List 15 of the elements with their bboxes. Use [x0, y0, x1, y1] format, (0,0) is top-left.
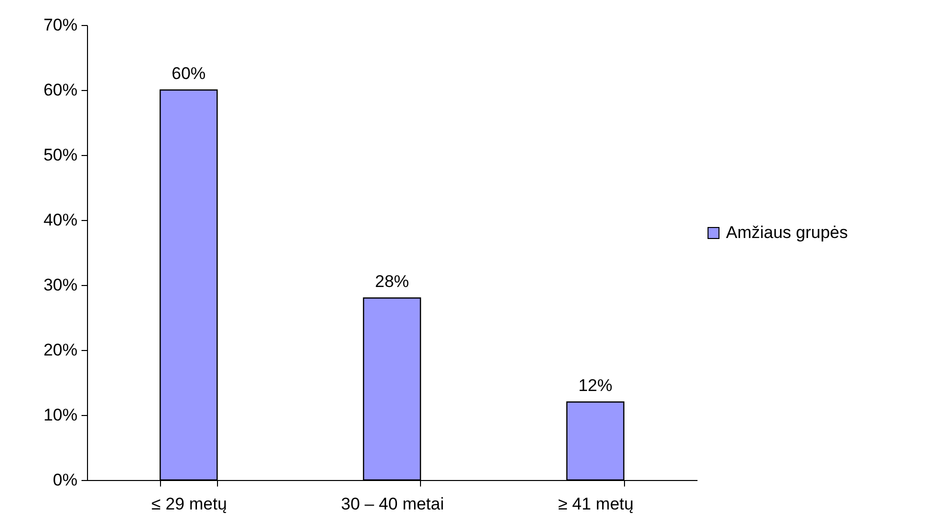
y-tick-label: 10% — [43, 406, 78, 424]
x-tick-label: ≥ 41 metų — [558, 494, 634, 514]
data-label: 60% — [172, 64, 206, 83]
legend-label: Amžiaus grupės — [726, 223, 848, 242]
y-tick-label: 0% — [52, 470, 78, 490]
y-tick-label: 60% — [43, 80, 78, 100]
data-label: 28% — [374, 272, 410, 291]
x-tick-label: ≤ 29 metų — [151, 494, 227, 514]
data-label: 12% — [578, 376, 612, 395]
y-tick-label: 30% — [43, 276, 78, 294]
y-tick-label: 70% — [43, 16, 78, 34]
y-tick-label: 50% — [43, 146, 78, 164]
y-tick-label: 40% — [43, 210, 78, 230]
y-tick-label: 20% — [43, 340, 78, 360]
x-tick-label: 30 – 40 metai — [340, 494, 444, 514]
